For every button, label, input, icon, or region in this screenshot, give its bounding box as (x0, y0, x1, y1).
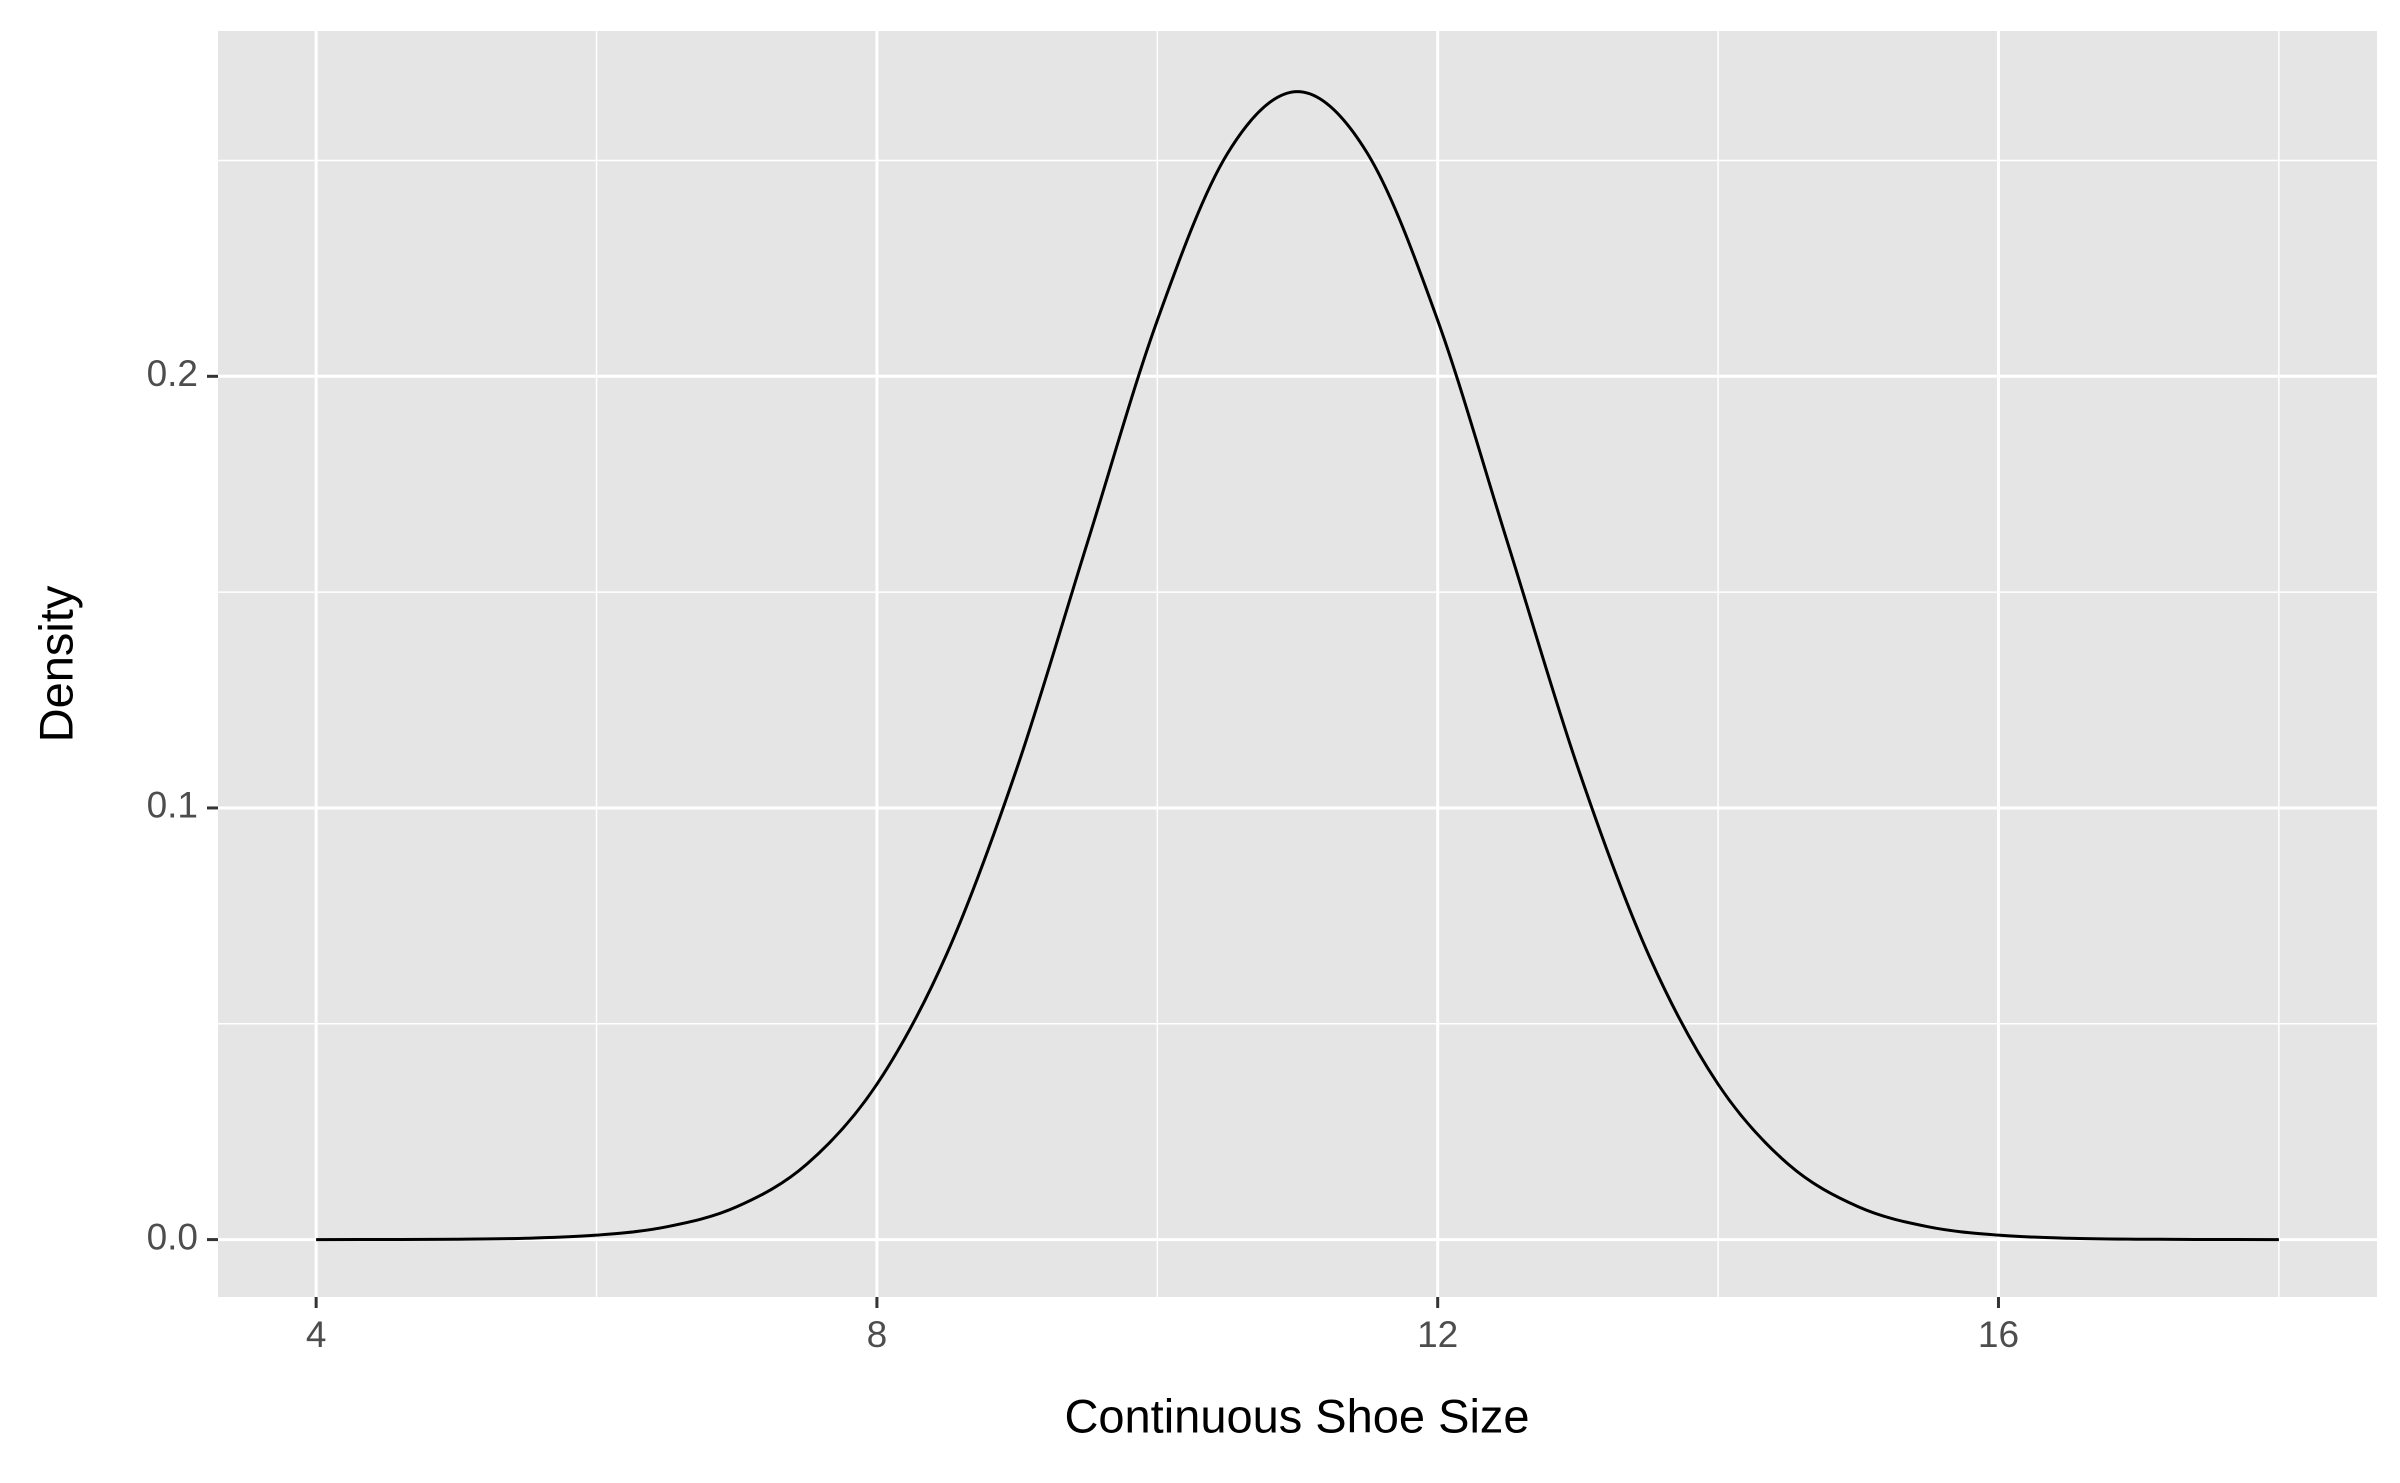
x-tick-label: 4 (306, 1314, 327, 1355)
grid (218, 31, 2377, 1297)
y-tick-label: 0.2 (147, 353, 198, 394)
x-tick-label: 8 (867, 1314, 888, 1355)
panel (218, 31, 2377, 1297)
x-axis-title: Continuous Shoe Size (1064, 1389, 1529, 1442)
density-line (316, 90, 2279, 1242)
x-tick-label: 12 (1417, 1314, 1458, 1355)
y-tick-label: 0.0 (147, 1216, 198, 1257)
x-tick-label: 16 (1978, 1314, 2019, 1355)
y-tick-label: 0.1 (147, 785, 198, 826)
marks (316, 90, 2279, 1242)
y-axis-title: Density (29, 585, 82, 742)
